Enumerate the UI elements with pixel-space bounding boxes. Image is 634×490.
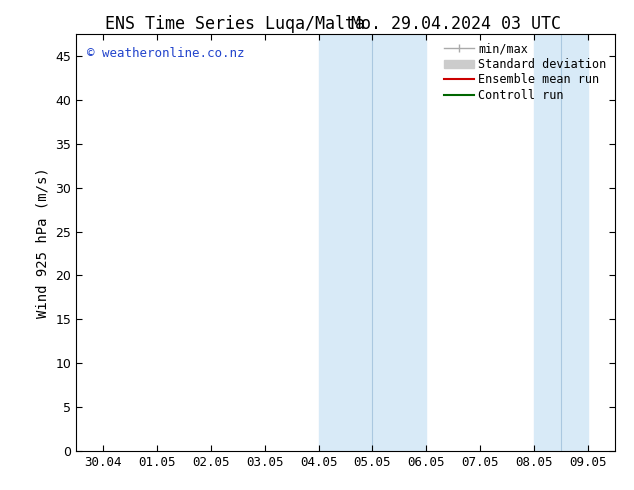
Text: © weatheronline.co.nz: © weatheronline.co.nz [87,47,244,60]
Bar [319,34,426,451]
Legend: min/max, Standard deviation, Ensemble mean run, Controll run: min/max, Standard deviation, Ensemble me… [442,40,609,104]
Y-axis label: Wind 925 hPa (m/s): Wind 925 hPa (m/s) [36,167,50,318]
Text: ENS Time Series Luqa/Malta: ENS Time Series Luqa/Malta [105,15,365,33]
Text: Mo. 29.04.2024 03 UTC: Mo. 29.04.2024 03 UTC [351,15,562,33]
Bar [534,34,588,451]
